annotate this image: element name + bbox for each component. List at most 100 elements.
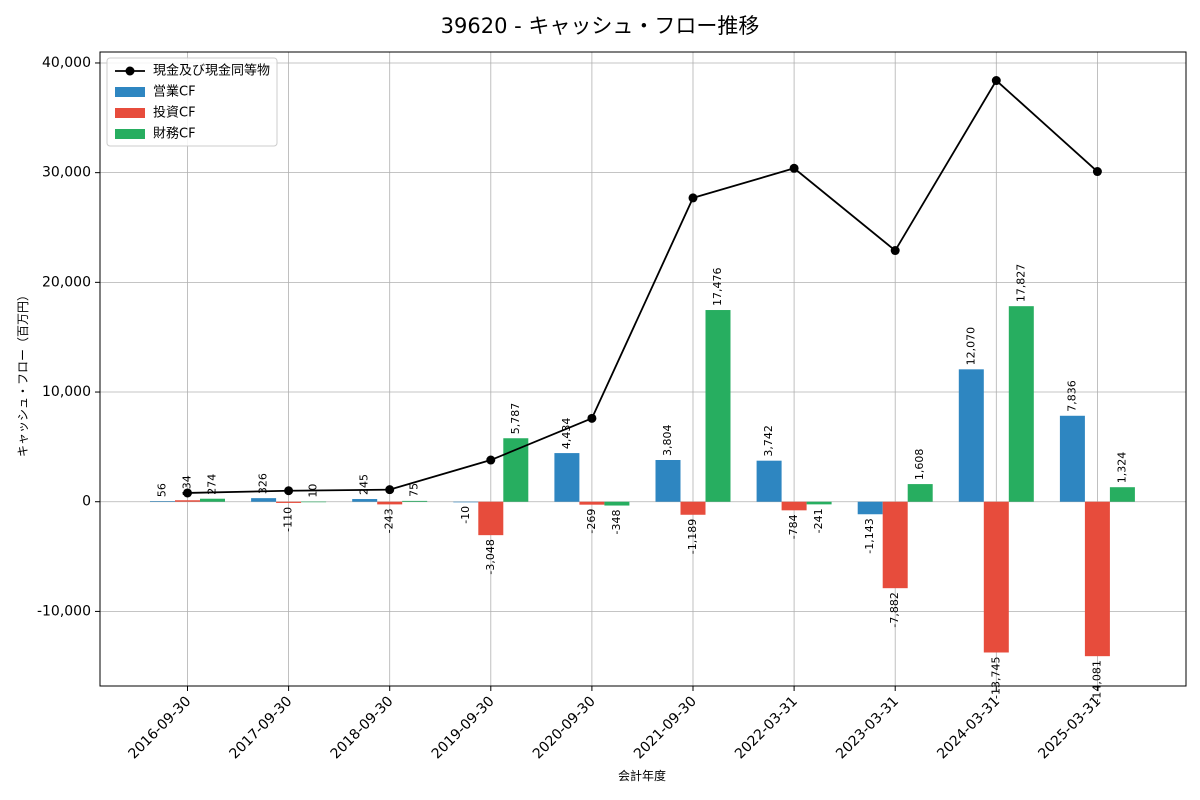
y-axis-label: キャッシュ・フロー（百万円） bbox=[16, 289, 30, 457]
x-tick-label: 2016-09-30 bbox=[125, 694, 194, 763]
legend-box bbox=[106, 57, 278, 147]
plot-frame bbox=[99, 51, 1187, 687]
data-label: 7,836 bbox=[1065, 380, 1078, 412]
data-label: -1,189 bbox=[686, 519, 699, 554]
legend-label: 現金及び現金同等物 bbox=[153, 63, 270, 79]
data-label: 56 bbox=[156, 483, 169, 497]
data-label: -1,143 bbox=[863, 518, 876, 553]
legend-marker bbox=[125, 66, 135, 76]
bar-3 bbox=[301, 501, 327, 503]
data-label: 274 bbox=[206, 474, 219, 495]
bars bbox=[150, 306, 1135, 657]
legend-label: 営業CF bbox=[153, 84, 196, 100]
bar-2 bbox=[579, 501, 605, 505]
x-tick-label: 2022-03-31 bbox=[732, 694, 801, 763]
cash-line-point bbox=[789, 163, 799, 173]
cash-line-point bbox=[183, 488, 192, 498]
bar-1 bbox=[857, 501, 883, 515]
bar-1 bbox=[554, 453, 580, 502]
data-label: 245 bbox=[358, 474, 371, 495]
bar-2 bbox=[276, 501, 302, 503]
data-label: 1,324 bbox=[1115, 452, 1128, 484]
bar-3 bbox=[907, 484, 933, 502]
legend-swatch bbox=[115, 87, 145, 97]
bar-3 bbox=[604, 501, 630, 506]
bar-2 bbox=[1084, 501, 1110, 657]
x-tick-label: 2021-09-30 bbox=[631, 694, 700, 763]
cash-line-point bbox=[486, 455, 496, 465]
data-label: -14,081 bbox=[1090, 660, 1103, 702]
bar-3 bbox=[402, 500, 428, 502]
x-tick-label: 2020-09-30 bbox=[530, 694, 599, 763]
legend-label: 投資CF bbox=[153, 105, 196, 121]
bar-2 bbox=[882, 501, 908, 589]
x-tick-label: 2018-09-30 bbox=[328, 694, 397, 763]
bar-1 bbox=[958, 369, 984, 502]
cash-line bbox=[183, 76, 1102, 498]
bar-2 bbox=[781, 501, 807, 511]
bar-3 bbox=[200, 498, 225, 502]
data-label: 3,804 bbox=[661, 424, 674, 456]
bar-2 bbox=[680, 501, 706, 515]
bar-2 bbox=[175, 500, 200, 502]
y-tick-label: 10,000 bbox=[42, 384, 91, 400]
cash-line-point bbox=[991, 76, 1001, 86]
bar-2 bbox=[478, 501, 504, 536]
x-tick-label: 2017-09-30 bbox=[227, 694, 296, 763]
x-tick-label: 2019-09-30 bbox=[429, 694, 498, 763]
data-labels: 56 326 245 -10 4,434 3,804 3,742 -1,143 12,070 7,… bbox=[156, 264, 1129, 703]
data-label: -110 bbox=[282, 507, 295, 532]
legend-swatch bbox=[115, 129, 145, 139]
y-tick-label: 30,000 bbox=[42, 165, 91, 181]
legend-label: 財務CF bbox=[153, 127, 196, 142]
data-label: 17,827 bbox=[1014, 264, 1027, 303]
bar-3 bbox=[1109, 487, 1135, 502]
legend-swatch bbox=[115, 108, 145, 118]
bar-2 bbox=[377, 501, 403, 505]
x-tick-label: 2024-03-31 bbox=[934, 694, 1003, 763]
data-label: 4,434 bbox=[560, 418, 573, 450]
cash-line-point bbox=[385, 485, 395, 495]
data-label: -243 bbox=[383, 508, 396, 533]
data-label: 3,742 bbox=[762, 425, 775, 457]
cash-line-point bbox=[688, 193, 698, 203]
x-tick-label: 2023-03-31 bbox=[833, 694, 902, 763]
data-label: -269 bbox=[585, 509, 598, 534]
bar-1 bbox=[756, 460, 782, 502]
bar-2 bbox=[983, 501, 1009, 653]
cash-line-point bbox=[587, 413, 597, 423]
chart-title: 39620 - キャッシュ・フロー推移 bbox=[441, 14, 760, 38]
cash-line-point bbox=[284, 486, 294, 496]
bar-3 bbox=[1008, 306, 1034, 502]
data-label: 134 bbox=[181, 475, 194, 496]
bar-3 bbox=[806, 501, 832, 505]
data-label: -3,048 bbox=[484, 539, 497, 574]
bar-1 bbox=[251, 498, 277, 502]
data-label: -10 bbox=[459, 506, 472, 524]
bar-1 bbox=[150, 501, 175, 502]
cash-line-path bbox=[187, 79, 1099, 494]
bar-1 bbox=[1059, 415, 1085, 502]
bar-1 bbox=[655, 459, 681, 502]
data-label: -348 bbox=[610, 510, 623, 535]
y-tick-label: 0 bbox=[82, 494, 91, 510]
x-axis-label: 会計年度 bbox=[618, 768, 666, 783]
data-label: 326 bbox=[257, 473, 270, 494]
cash-line-point bbox=[890, 246, 900, 256]
cash-line-point bbox=[1092, 167, 1102, 177]
data-label: 10 bbox=[307, 484, 320, 498]
x-tick-label: 2025-03-31 bbox=[1035, 694, 1104, 763]
bar-1 bbox=[453, 501, 479, 503]
data-label: 1,608 bbox=[913, 449, 926, 481]
y-tick-label: -10,000 bbox=[37, 603, 91, 619]
data-label: 75 bbox=[408, 483, 421, 497]
data-label: 12,070 bbox=[964, 327, 977, 366]
data-label: 5,787 bbox=[509, 403, 522, 435]
data-label: -13,745 bbox=[989, 656, 1002, 698]
y-tick-label: 40,000 bbox=[42, 55, 91, 71]
data-label: -241 bbox=[812, 508, 825, 533]
data-label: 17,476 bbox=[711, 268, 724, 307]
bar-3 bbox=[503, 438, 529, 502]
